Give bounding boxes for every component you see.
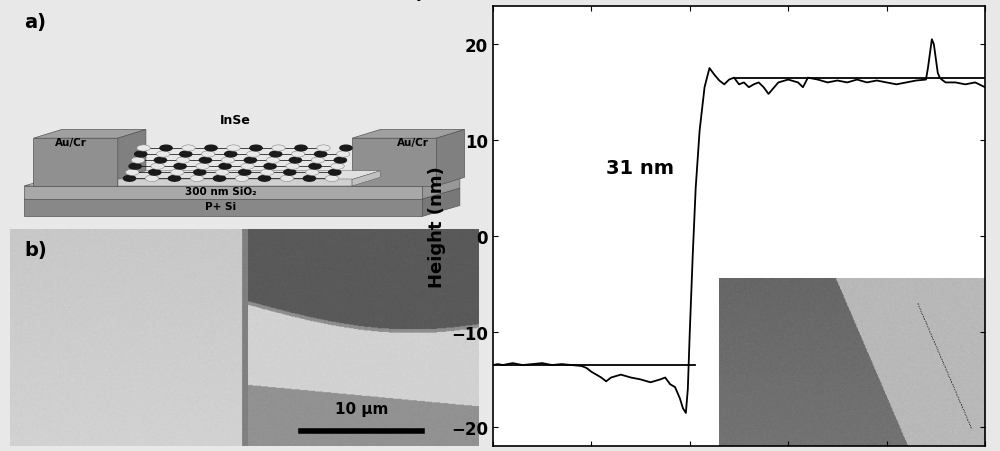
Polygon shape	[24, 176, 460, 187]
Circle shape	[280, 176, 294, 182]
Circle shape	[334, 158, 346, 164]
Text: 10 μm: 10 μm	[335, 401, 388, 416]
Polygon shape	[24, 189, 460, 199]
Polygon shape	[118, 171, 380, 180]
Circle shape	[266, 158, 280, 164]
Circle shape	[216, 170, 229, 176]
Circle shape	[168, 176, 181, 182]
Polygon shape	[118, 180, 352, 187]
Circle shape	[176, 158, 190, 164]
Polygon shape	[352, 139, 436, 187]
Polygon shape	[118, 130, 146, 187]
Circle shape	[131, 158, 145, 164]
Text: c): c)	[404, 0, 425, 2]
Circle shape	[244, 158, 256, 164]
Circle shape	[151, 164, 164, 170]
Polygon shape	[352, 130, 465, 139]
Text: 31 nm: 31 nm	[606, 159, 674, 178]
Circle shape	[336, 152, 350, 158]
Circle shape	[126, 170, 139, 176]
Circle shape	[317, 146, 330, 152]
Polygon shape	[352, 171, 380, 187]
Circle shape	[205, 146, 217, 152]
Polygon shape	[24, 199, 422, 217]
Polygon shape	[24, 187, 422, 199]
Circle shape	[194, 170, 206, 176]
Circle shape	[272, 146, 285, 152]
Text: a): a)	[24, 13, 46, 32]
Polygon shape	[33, 139, 118, 187]
Circle shape	[199, 158, 211, 164]
Circle shape	[157, 152, 170, 158]
Circle shape	[174, 164, 186, 170]
Circle shape	[145, 176, 159, 182]
Circle shape	[213, 176, 226, 182]
Circle shape	[241, 164, 254, 170]
Circle shape	[202, 152, 215, 158]
Polygon shape	[436, 130, 465, 187]
Circle shape	[235, 176, 249, 182]
Circle shape	[331, 164, 344, 170]
Circle shape	[258, 176, 271, 182]
Circle shape	[190, 176, 204, 182]
Circle shape	[239, 170, 251, 176]
Circle shape	[129, 164, 141, 170]
Circle shape	[289, 158, 301, 164]
Circle shape	[315, 152, 327, 157]
Circle shape	[309, 164, 321, 170]
Text: Au/Cr: Au/Cr	[55, 138, 87, 147]
Circle shape	[149, 170, 161, 176]
Circle shape	[303, 176, 316, 182]
Text: b): b)	[24, 241, 47, 260]
Circle shape	[225, 152, 237, 157]
Circle shape	[295, 146, 307, 152]
Circle shape	[135, 152, 147, 157]
Circle shape	[196, 164, 209, 170]
Polygon shape	[422, 176, 460, 199]
Circle shape	[182, 146, 195, 152]
Text: InSe: InSe	[219, 114, 250, 127]
Circle shape	[270, 152, 282, 157]
Y-axis label: Height (nm): Height (nm)	[428, 166, 446, 287]
Circle shape	[284, 170, 296, 176]
Circle shape	[123, 176, 136, 182]
Circle shape	[160, 146, 172, 152]
Circle shape	[171, 170, 184, 176]
Circle shape	[261, 170, 274, 176]
Circle shape	[227, 146, 240, 152]
Circle shape	[250, 146, 262, 152]
Circle shape	[137, 146, 150, 152]
Circle shape	[221, 158, 235, 164]
Circle shape	[180, 152, 192, 157]
Circle shape	[154, 158, 167, 164]
Text: Au/Cr: Au/Cr	[397, 138, 429, 147]
Circle shape	[306, 170, 319, 176]
Circle shape	[264, 164, 276, 170]
Circle shape	[291, 152, 305, 158]
Circle shape	[329, 170, 341, 176]
Circle shape	[340, 146, 352, 152]
Circle shape	[325, 176, 339, 182]
Text: P+ Si: P+ Si	[205, 201, 236, 212]
Polygon shape	[422, 189, 460, 217]
Text: 300 nm SiO₂: 300 nm SiO₂	[185, 186, 257, 196]
Circle shape	[286, 164, 299, 170]
Circle shape	[246, 152, 260, 158]
Polygon shape	[33, 130, 146, 139]
Circle shape	[219, 164, 231, 170]
Circle shape	[311, 158, 325, 164]
